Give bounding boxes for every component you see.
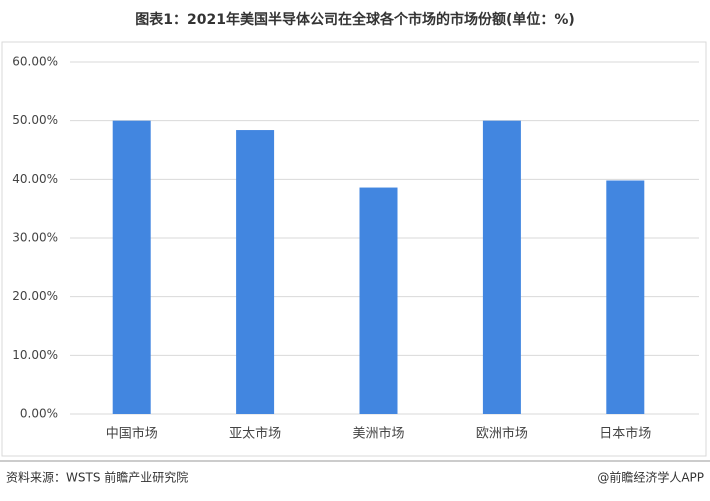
x-tick-label: 日本市场 [599, 426, 651, 442]
bar [482, 120, 521, 415]
chart-title: 图表1：2021年美国半导体公司在全球各个市场的市场份额(单位：%) [135, 11, 575, 28]
y-tick-label: 50.00% [12, 113, 58, 127]
y-tick-label: 30.00% [12, 231, 58, 245]
x-tick-label: 美洲市场 [352, 426, 404, 442]
bar [112, 120, 151, 415]
bar [359, 187, 398, 414]
y-tick-label: 0.00% [20, 407, 58, 421]
bar [236, 130, 275, 414]
x-tick-label: 中国市场 [106, 426, 158, 442]
bar [606, 180, 645, 414]
x-tick-label: 欧洲市场 [476, 426, 528, 442]
y-tick-label: 60.00% [12, 55, 58, 69]
x-tick-label: 亚太市场 [229, 426, 281, 442]
credit: @前瞻经济学人APP [597, 470, 704, 485]
y-tick-label: 20.00% [12, 289, 58, 303]
y-tick-label: 40.00% [12, 172, 58, 186]
y-tick-label: 10.00% [12, 348, 58, 362]
source: 资料来源：WSTS 前瞻产业研究院 [6, 470, 188, 485]
chart-frame [1, 41, 707, 457]
